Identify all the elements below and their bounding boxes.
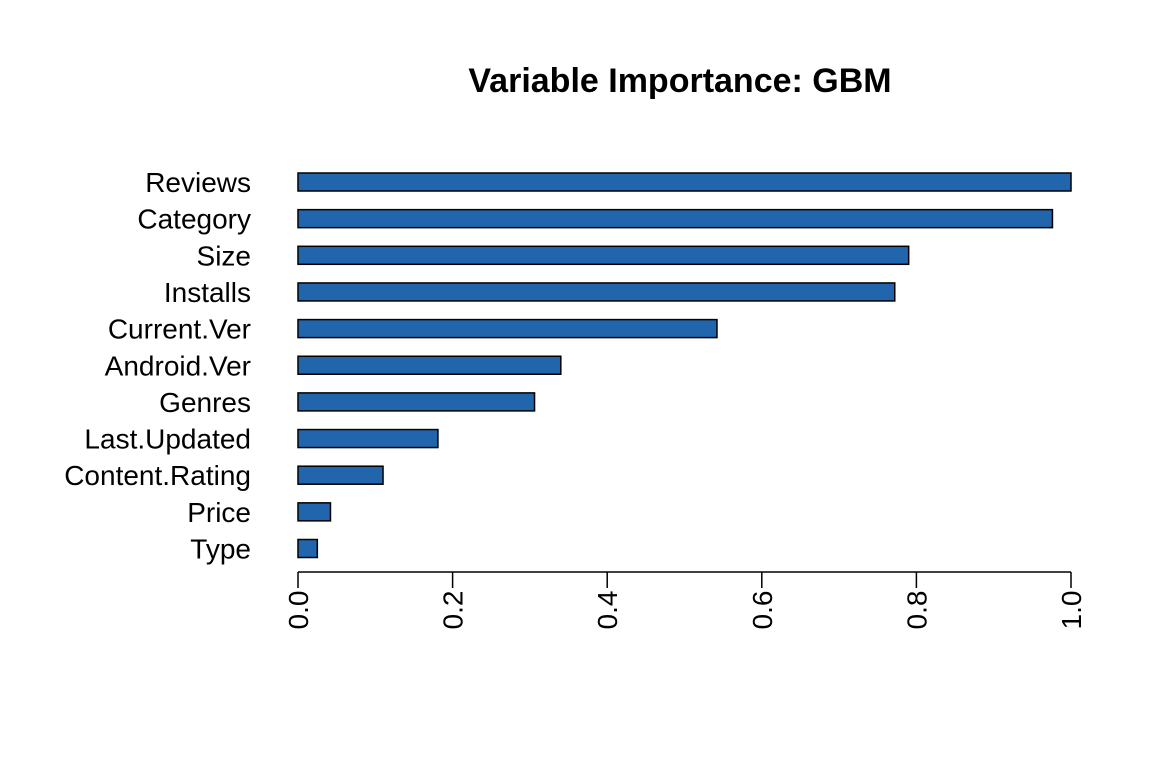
bar-installs xyxy=(297,282,896,302)
category-label: Price xyxy=(187,497,251,528)
bar-genres xyxy=(297,392,536,412)
x-tick-label: 1.0 xyxy=(1056,591,1087,630)
category-label: Genres xyxy=(159,387,251,418)
x-tick-label: 0.2 xyxy=(438,591,469,630)
bars-group xyxy=(297,172,1072,559)
x-tick-label: 0.8 xyxy=(901,591,932,630)
bar-size xyxy=(297,245,910,266)
bar-price xyxy=(297,502,332,522)
category-label: Current.Ver xyxy=(108,314,251,345)
category-label: Type xyxy=(190,534,251,565)
category-label: Content.Rating xyxy=(64,460,251,491)
bar-content-rating xyxy=(297,465,384,485)
chart-title: Variable Importance: GBM xyxy=(468,62,891,100)
x-tick-label: 0.0 xyxy=(283,591,314,630)
category-label: Android.Ver xyxy=(105,350,251,381)
bar-last-updated xyxy=(297,428,439,449)
bar-category xyxy=(297,208,1054,229)
category-label: Category xyxy=(137,204,251,235)
category-label: Size xyxy=(197,240,251,271)
category-label: Installs xyxy=(164,277,251,308)
category-labels: Reviews Category Size Installs Current.Ver An… xyxy=(64,167,251,565)
bar-android-ver xyxy=(297,355,562,375)
bar-type xyxy=(297,538,319,559)
category-label: Last.Updated xyxy=(84,424,251,455)
bar-reviews xyxy=(297,172,1072,192)
x-tick-label: 0.4 xyxy=(592,591,623,630)
category-label: Reviews xyxy=(145,167,251,198)
x-axis: 0.0 0.2 0.4 0.6 0.8 1.0 xyxy=(283,571,1087,630)
x-tick-label: 0.6 xyxy=(747,591,778,630)
bar-current-ver xyxy=(297,318,718,339)
